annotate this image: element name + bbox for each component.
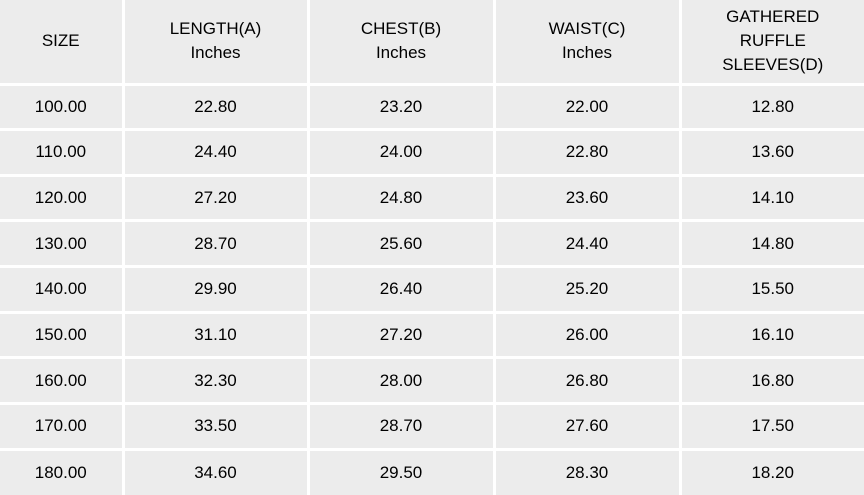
table-row: 170.00 33.50 28.70 27.60 17.50 [0, 403, 864, 451]
table-row: 140.00 29.90 26.40 25.20 15.50 [0, 266, 864, 314]
cell-chest: 26.40 [308, 266, 496, 314]
column-header-chest: CHEST(B) Inches [308, 0, 496, 86]
cell-waist: 22.00 [494, 84, 682, 132]
cell-length: 33.50 [123, 403, 310, 451]
cell-sleeves: 13.60 [680, 129, 864, 177]
cell-chest: 27.20 [308, 312, 496, 360]
cell-length: 29.90 [123, 266, 310, 314]
cell-length: 27.20 [123, 175, 310, 223]
header-label: GATHERED [726, 7, 820, 27]
table-row: 110.00 24.40 24.00 22.80 13.60 [0, 129, 864, 177]
cell-length: 32.30 [123, 357, 310, 406]
cell-size: 130.00 [0, 220, 125, 269]
table-row: 130.00 28.70 25.60 24.40 14.80 [0, 220, 864, 269]
cell-sleeves: 12.80 [680, 84, 864, 132]
column-header-waist: WAIST(C) Inches [494, 0, 682, 86]
cell-length: 28.70 [123, 220, 310, 269]
table-row: 100.00 22.80 23.20 22.00 12.80 [0, 84, 864, 132]
cell-size: 160.00 [0, 357, 125, 406]
column-header-gathered-ruffle-sleeves: GATHERED RUFFLE SLEEVES(D) [680, 0, 864, 86]
cell-sleeves: 16.10 [680, 312, 864, 360]
cell-chest: 25.60 [308, 220, 496, 269]
cell-waist: 25.20 [494, 266, 682, 314]
cell-size: 170.00 [0, 403, 125, 451]
cell-chest: 24.00 [308, 129, 496, 177]
cell-chest: 23.20 [308, 84, 496, 132]
table-row: 150.00 31.10 27.20 26.00 16.10 [0, 312, 864, 360]
cell-waist: 22.80 [494, 129, 682, 177]
cell-waist: 23.60 [494, 175, 682, 223]
header-label: SIZE [41, 31, 80, 51]
column-header-size: SIZE [0, 0, 125, 86]
table-header: SIZE LENGTH(A) Inches CHEST(B) Inches WA… [0, 0, 864, 86]
cell-size: 110.00 [0, 129, 125, 177]
cell-length: 24.40 [123, 129, 310, 177]
header-unit-label: Inches [561, 43, 613, 63]
cell-sleeves: 15.50 [680, 266, 864, 314]
header-unit-label: Inches [190, 43, 241, 63]
cell-chest: 28.00 [308, 357, 496, 406]
header-label: CHEST(B) [360, 19, 442, 39]
cell-size: 100.00 [0, 84, 125, 132]
header-label: RUFFLE [739, 31, 806, 51]
cell-size: 120.00 [0, 175, 125, 223]
cell-size: 150.00 [0, 312, 125, 360]
header-label: SLEEVES(D) [722, 55, 824, 75]
cell-waist: 24.40 [494, 220, 682, 269]
cell-waist: 28.30 [494, 449, 682, 495]
cell-waist: 26.80 [494, 357, 682, 406]
cell-sleeves: 14.10 [680, 175, 864, 223]
table-row: 160.00 32.30 28.00 26.80 16.80 [0, 357, 864, 406]
cell-size: 180.00 [0, 449, 125, 495]
header-label: WAIST(C) [548, 19, 626, 39]
cell-length: 34.60 [123, 449, 310, 495]
cell-sleeves: 17.50 [680, 403, 864, 451]
column-header-length: LENGTH(A) Inches [123, 0, 310, 86]
header-unit-label: Inches [375, 43, 427, 63]
cell-sleeves: 18.20 [680, 449, 864, 495]
table-row: 120.00 27.20 24.80 23.60 14.10 [0, 175, 864, 223]
cell-chest: 24.80 [308, 175, 496, 223]
header-label: LENGTH(A) [169, 19, 262, 39]
cell-chest: 29.50 [308, 449, 496, 495]
table-row: 180.00 34.60 29.50 28.30 18.20 [0, 449, 864, 495]
cell-sleeves: 16.80 [680, 357, 864, 406]
cell-length: 22.80 [123, 84, 310, 132]
cell-length: 31.10 [123, 312, 310, 360]
header-row: SIZE LENGTH(A) Inches CHEST(B) Inches WA… [0, 0, 864, 86]
cell-waist: 26.00 [494, 312, 682, 360]
cell-chest: 28.70 [308, 403, 496, 451]
table-body: 100.00 22.80 23.20 22.00 12.80 110.00 24… [0, 84, 864, 495]
cell-waist: 27.60 [494, 403, 682, 451]
cell-size: 140.00 [0, 266, 125, 314]
cell-sleeves: 14.80 [680, 220, 864, 269]
